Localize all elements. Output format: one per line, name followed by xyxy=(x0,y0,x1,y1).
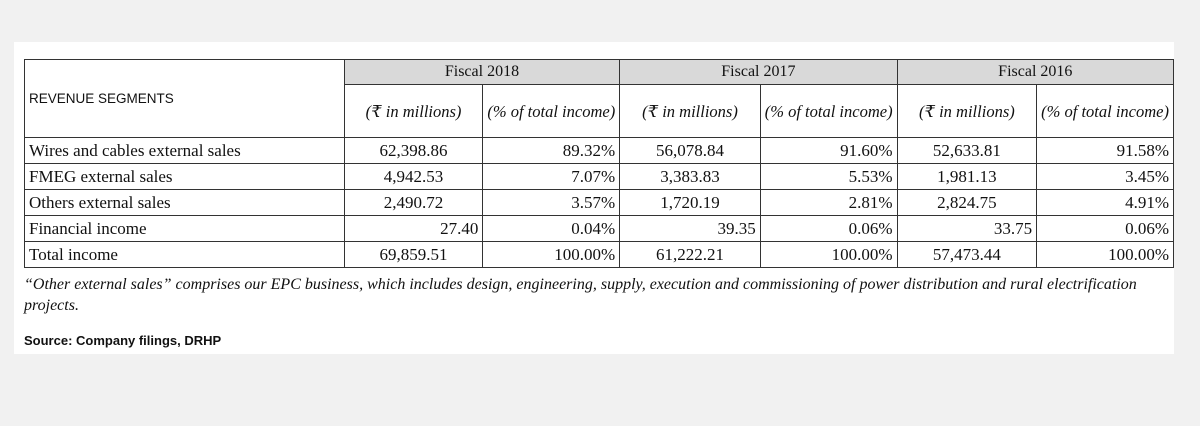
amount-cell: 2,490.72 xyxy=(343,189,484,216)
percent-subheader: (% of total income) xyxy=(1036,84,1174,138)
amount-cell: 33.75 xyxy=(896,215,1038,242)
percent-cell: 5.53% xyxy=(759,163,898,190)
percent-cell: 3.57% xyxy=(482,189,621,216)
amount-subheader: (₹ in millions) xyxy=(343,84,484,138)
fiscal-2018-header: Fiscal 2018 xyxy=(343,59,621,85)
row-label: Financial income xyxy=(24,215,345,242)
document-image: REVENUE SEGMENTS Fiscal 2018 Fiscal 2017… xyxy=(14,42,1175,354)
amount-cell: 61,222.21 xyxy=(619,241,761,268)
amount-cell: 2,824.75 xyxy=(896,189,1038,216)
percent-cell: 2.81% xyxy=(759,189,898,216)
amount-subheader: (₹ in millions) xyxy=(619,84,761,138)
fiscal-2017-header: Fiscal 2017 xyxy=(619,59,898,85)
percent-cell: 0.06% xyxy=(1036,215,1174,242)
percent-cell: 3.45% xyxy=(1036,163,1174,190)
percent-cell: 100.00% xyxy=(1036,241,1174,268)
percent-subheader: (% of total income) xyxy=(482,84,621,138)
row-label: Others external sales xyxy=(24,189,345,216)
amount-cell: 69,859.51 xyxy=(343,241,484,268)
amount-cell: 1,720.19 xyxy=(619,189,761,216)
table-row-total: Total income 69,859.51 100.00% 61,222.21… xyxy=(24,241,1174,268)
amount-subheader: (₹ in millions) xyxy=(896,84,1038,138)
amount-cell: 57,473.44 xyxy=(896,241,1038,268)
source-line: Source: Company filings, DRHP xyxy=(24,333,222,348)
percent-cell: 0.04% xyxy=(482,215,621,242)
table-row: Others external sales 2,490.72 3.57% 1,7… xyxy=(24,189,1174,216)
table-subheader-row: (₹ in millions) (% of total income) (₹ i… xyxy=(25,84,1174,138)
amount-cell: 3,383.83 xyxy=(619,163,761,190)
footnote: “Other external sales” comprises our EPC… xyxy=(24,276,1137,314)
percent-cell: 100.00% xyxy=(482,241,621,268)
row-label: FMEG external sales xyxy=(24,163,345,190)
percent-cell: 91.58% xyxy=(1036,137,1174,164)
amount-cell: 62,398.86 xyxy=(343,137,484,164)
percent-cell: 4.91% xyxy=(1036,189,1174,216)
percent-cell: 91.60% xyxy=(759,137,898,164)
percent-cell: 7.07% xyxy=(482,163,621,190)
percent-subheader: (% of total income) xyxy=(759,84,898,138)
amount-cell: 39.35 xyxy=(619,215,761,242)
fiscal-2016-header: Fiscal 2016 xyxy=(896,59,1175,85)
amount-cell: 56,078.84 xyxy=(619,137,761,164)
table-row: Wires and cables external sales 62,398.8… xyxy=(24,137,1174,164)
row-label: Total income xyxy=(24,241,345,268)
percent-cell: 0.06% xyxy=(759,215,898,242)
segment-column-header: REVENUE SEGMENTS xyxy=(24,59,345,138)
table-row: Financial income 27.40 0.04% 39.35 0.06%… xyxy=(24,215,1174,242)
table-header-row: REVENUE SEGMENTS Fiscal 2018 Fiscal 2017… xyxy=(24,59,1175,138)
amount-cell: 52,633.81 xyxy=(896,137,1038,164)
amount-cell: 27.40 xyxy=(343,215,484,242)
percent-cell: 89.32% xyxy=(482,137,621,164)
amount-cell: 1,981.13 xyxy=(896,163,1038,190)
row-label: Wires and cables external sales xyxy=(24,137,345,164)
revenue-segments-table: REVENUE SEGMENTS Fiscal 2018 Fiscal 2017… xyxy=(24,59,1175,268)
amount-cell: 4,942.53 xyxy=(343,163,484,190)
percent-cell: 100.00% xyxy=(759,241,898,268)
table-row: FMEG external sales 4,942.53 7.07% 3,383… xyxy=(24,163,1174,190)
